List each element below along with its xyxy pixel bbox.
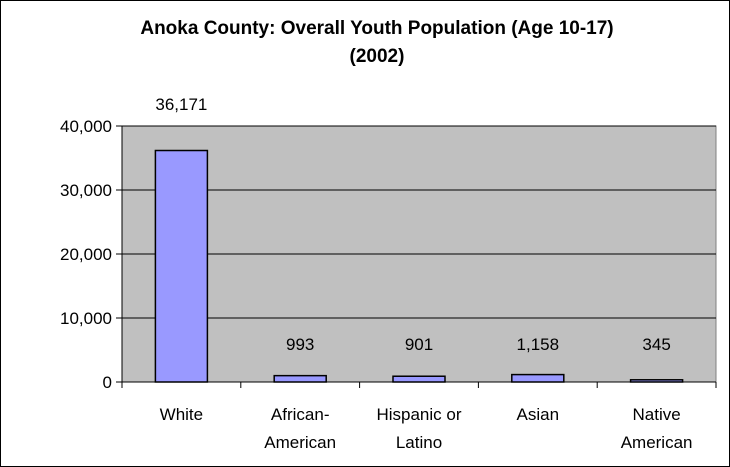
x-category-label: White	[160, 405, 203, 424]
x-category-label: African-American	[264, 405, 336, 452]
bar	[393, 376, 445, 382]
data-label: 345	[642, 335, 670, 354]
y-tick-label: 0	[103, 373, 112, 392]
y-tick-label: 40,000	[60, 117, 112, 136]
chart-subtitle: (2002)	[350, 46, 405, 67]
bar	[274, 376, 326, 382]
data-label: 901	[405, 335, 433, 354]
x-category-label: Native American	[621, 405, 693, 452]
chart-title: Anoka County: Overall Youth Population (…	[140, 18, 613, 39]
data-label: 993	[286, 335, 314, 354]
x-category-label: Asian	[517, 405, 560, 424]
bar	[155, 151, 207, 382]
y-tick-label: 20,000	[60, 245, 112, 264]
y-tick-label: 30,000	[60, 181, 112, 200]
data-label: 36,171	[155, 95, 207, 114]
bar	[512, 375, 564, 382]
data-label: 1,158	[517, 335, 560, 354]
y-tick-label: 10,000	[60, 309, 112, 328]
x-category-label: Hispanic or Latino	[376, 405, 461, 452]
